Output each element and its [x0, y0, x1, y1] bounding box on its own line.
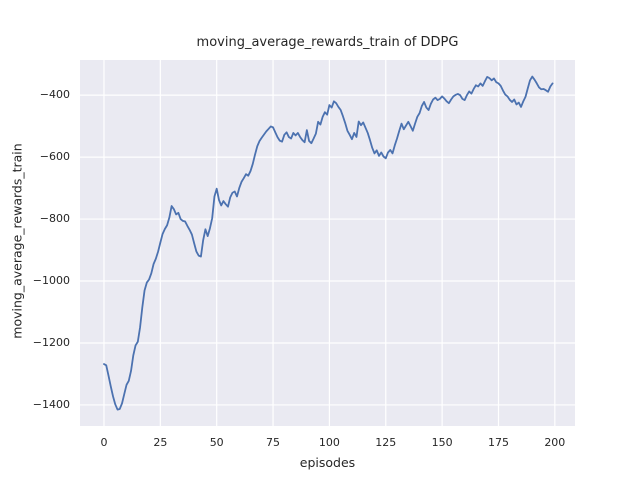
- y-tick-label: −400: [39, 88, 70, 102]
- x-axis-label: episodes: [299, 455, 356, 470]
- x-tick-label: 175: [487, 436, 509, 449]
- y-tick-label: −600: [39, 150, 70, 164]
- data-series-layer: [103, 75, 554, 411]
- chart-title: moving_average_rewards_train of DDPG: [196, 35, 459, 50]
- x-tick-label: 0: [100, 436, 108, 449]
- y-axis-label: moving_average_rewards_train: [9, 143, 25, 339]
- y-tick-label: −1400: [32, 397, 70, 411]
- x-tick-label: 200: [544, 436, 566, 449]
- plot-area: [80, 60, 575, 426]
- x-tick-label: 150: [431, 436, 453, 449]
- gridlines: [80, 60, 575, 426]
- x-tick-label: 50: [209, 436, 224, 449]
- x-tick-label: 25: [153, 436, 168, 449]
- y-tick-label: −1200: [32, 335, 70, 349]
- x-tick-label: 75: [266, 436, 281, 449]
- data-line: [103, 75, 554, 411]
- y-tick-label: −1000: [32, 274, 70, 288]
- x-tick-label: 100: [318, 436, 340, 449]
- y-tick-label: −800: [39, 212, 70, 226]
- plot-svg: [80, 60, 575, 426]
- x-tick-label: 125: [375, 436, 397, 449]
